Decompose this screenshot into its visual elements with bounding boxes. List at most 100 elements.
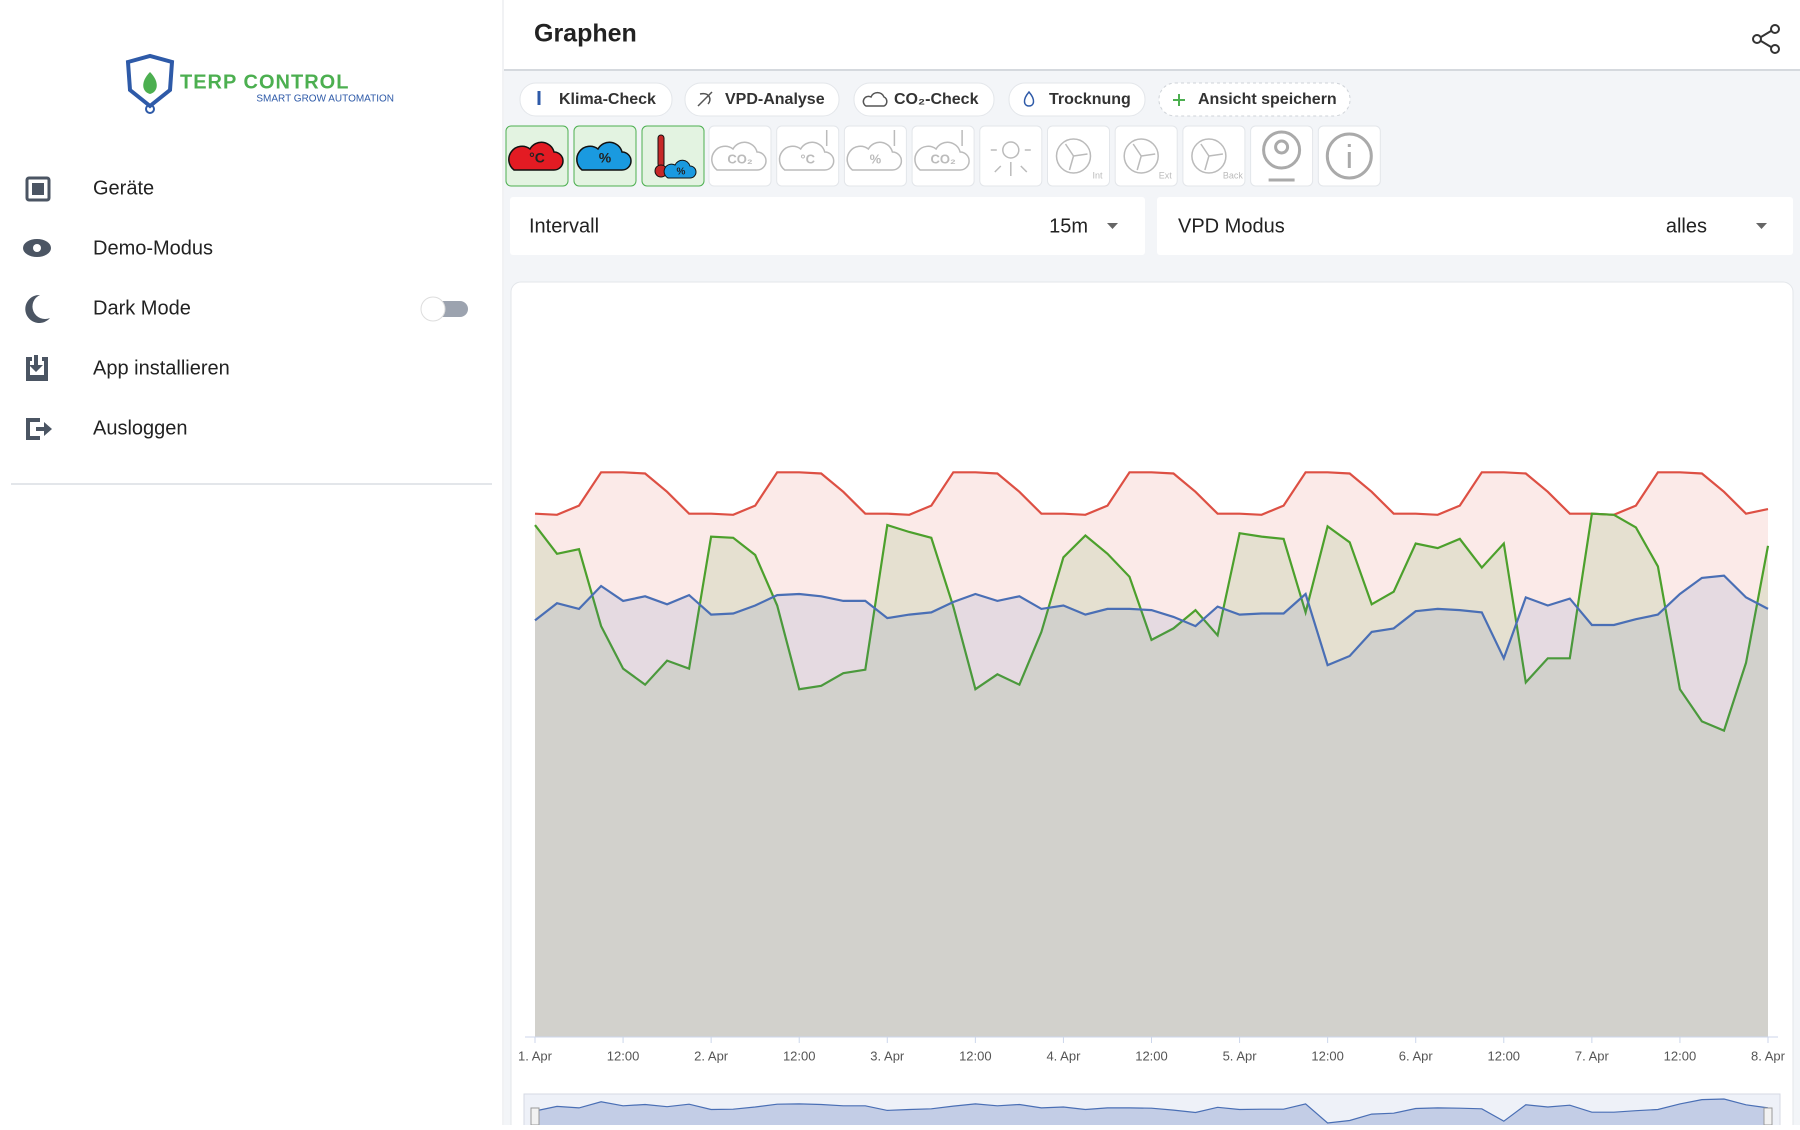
logo: TERP CONTROL SMART GROW AUTOMATION [125,53,394,114]
filter-label: Intervall [529,215,599,237]
eye-pupil [33,244,41,252]
chip-label[interactable]: CO₂-Check [894,91,979,108]
area [535,575,1768,1037]
menu-item[interactable]: Demo-Modus [93,237,213,259]
cloud [663,159,697,179]
chip[interactable] [853,82,995,117]
area [535,472,1768,1037]
logo-dot [145,104,155,114]
share-lines [1760,30,1772,48]
page-title: Graphen [534,20,637,48]
dropdown-caret[interactable] [1756,223,1767,229]
filter-box[interactable] [1157,197,1793,255]
navigator-handle[interactable] [530,1107,540,1126]
x-tick-label: 6. Apr [1399,1048,1434,1063]
chip-label[interactable]: Klima-Check [559,91,656,108]
chip[interactable] [684,82,840,117]
share-dot [1770,44,1780,54]
share-dot [1770,24,1780,34]
chip[interactable] [519,82,673,117]
chip-icon [862,91,888,107]
chip[interactable] [1008,82,1146,117]
cloud [846,141,903,171]
icon-label: % [870,151,882,166]
chart: 1. Apr 12:00 2. Apr 12:00 3. Apr 12:00 4. Apr 1… [518,471,1786,1126]
fan-blades [1132,143,1156,171]
chip-icon [25,176,51,202]
chips: Klima-Check VPD-Analyse CO₂-Check Trockn… [519,82,1351,117]
icon-label: Ext [1159,170,1173,180]
x-tick-label: 1. Apr [518,1048,553,1063]
cloud [508,141,564,171]
menu-item[interactable]: Ausloggen [93,417,188,439]
chip-icon [1023,90,1035,107]
x-tick-label: 12:00 [959,1048,992,1063]
icon-label: CO₂ [930,151,956,166]
toolbar-gray: CO₂ °C% CO₂ Int Ext Back [708,125,1381,187]
logo-subtitle: SMART GROW AUTOMATION [256,94,394,105]
share-dot [1752,34,1762,44]
x-tick-label: 5. Apr [1223,1048,1258,1063]
x-tick-label: 8. Apr [1751,1048,1786,1063]
x-tick-label: 12:00 [1664,1048,1697,1063]
toolbar-button[interactable] [708,125,772,187]
x-tick-label: 12:00 [783,1048,816,1063]
header [504,0,1800,70]
toolbar-button[interactable] [843,125,907,187]
x-tick-label: 3. Apr [870,1048,905,1063]
line [534,512,1770,733]
icon-label: CO₂ [727,151,753,166]
cloud [576,141,632,171]
chip-label[interactable]: Ansicht speichern [1198,91,1337,108]
x-tick-label: 12:00 [1311,1048,1344,1063]
x-tick-label: 4. Apr [1046,1048,1081,1063]
toolbar-button[interactable] [911,125,975,187]
moon-icon [25,294,50,323]
logout-icon [26,418,52,440]
icon-label: % [677,167,686,178]
menu-item[interactable]: App installieren [93,357,230,379]
fan [1191,138,1227,174]
chip-label[interactable]: Trocknung [1049,91,1131,108]
chip-add[interactable] [1158,82,1351,117]
chip-icon-core [32,183,44,195]
icon-label: °C [529,150,545,166]
fan [1055,138,1092,174]
filter-label: VPD Modus [1178,215,1285,237]
x-tick-label: 12:00 [1135,1048,1168,1063]
toolbar: °C % % [505,125,705,187]
fan-blades [1200,143,1224,171]
x-tick-label: 12:00 [607,1048,640,1063]
camera-lens [1274,139,1290,155]
cloud [778,141,835,171]
navigator-handle[interactable] [1763,1107,1773,1126]
x-tick-label: 12:00 [1488,1048,1521,1063]
info-icon [1325,132,1373,180]
line [534,574,1769,667]
menu-item[interactable]: Dark Mode [93,297,191,319]
cloud [711,141,767,171]
install-icon [26,355,48,381]
toggle-knob[interactable] [420,296,446,322]
plus-icon [1173,94,1185,106]
navigator-area [535,1099,1768,1125]
sidebar [0,0,503,1125]
logo-title: TERP CONTROL [180,71,349,93]
x-tick-label: 7. Apr [1575,1048,1610,1063]
filter-value[interactable]: 15m [1049,215,1088,237]
menu-icons [23,176,52,440]
icon-label: Int [1092,170,1103,180]
filter-box[interactable] [510,197,1145,255]
toolbar-button[interactable] [776,125,840,187]
filter-value[interactable]: alles [1666,215,1707,237]
dropdown-caret[interactable] [1107,223,1118,229]
share-icon[interactable] [1752,24,1780,54]
chart-card [510,281,1794,1130]
toolbar-button[interactable] [979,125,1043,187]
menu-item[interactable]: Geräte [93,177,154,199]
chip-label[interactable]: VPD-Analyse [725,91,825,108]
toolbar-button[interactable] [1250,125,1314,187]
line [534,471,1769,516]
thermometer [657,134,665,168]
